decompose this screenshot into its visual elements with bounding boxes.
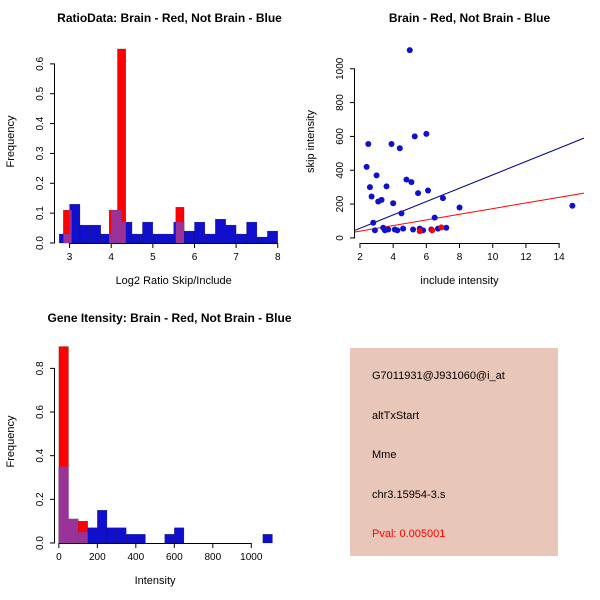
svg-text:0.6: 0.6 (35, 405, 46, 419)
svg-text:8: 8 (457, 252, 463, 263)
svg-text:400: 400 (335, 161, 346, 178)
svg-text:1000: 1000 (240, 552, 263, 563)
svg-text:0.3: 0.3 (35, 146, 46, 160)
svg-text:800: 800 (335, 94, 346, 111)
svg-text:0.2: 0.2 (35, 176, 46, 190)
gene-intensity-histogram: 0 200 400 600 800 1000 0.0 0.2 0.4 0.6 0.8 Gene Ite… (5, 311, 292, 587)
event-type: altTxStart (372, 409, 420, 422)
svg-text:0: 0 (335, 235, 346, 241)
svg-text:8: 8 (275, 252, 281, 263)
pvalue: Pval: 0.005001 (372, 528, 446, 540)
gene-symbol: Mme (372, 449, 397, 461)
svg-text:Gene Itensity: Brain - Red, No: Gene Itensity: Brain - Red, Not Brain - … (47, 311, 291, 325)
probe-id: G7011931@J931060@i_at (372, 370, 505, 382)
svg-text:400: 400 (127, 552, 144, 563)
svg-text:skip intensity: skip intensity (305, 110, 317, 173)
svg-text:3: 3 (67, 252, 73, 263)
svg-text:6: 6 (192, 252, 198, 263)
svg-text:include intensity: include intensity (420, 275, 499, 287)
svg-text:1000: 1000 (335, 57, 346, 80)
gene-info-panel: G7011931@J931060@i_at altTxStart Mme chr… (300, 300, 600, 600)
svg-text:600: 600 (335, 128, 346, 145)
svg-text:Brain - Red, Not Brain - Blue: Brain - Red, Not Brain - Blue (389, 11, 551, 25)
svg-text:5: 5 (150, 252, 156, 263)
svg-text:Frequency: Frequency (5, 415, 17, 467)
intensity-scatterplot: 2 4 6 8 10 12 14 0 200 400 600 800 1000 Brain - Red, … (305, 11, 585, 287)
chromosome-location: chr3.15954-3.s (372, 488, 446, 501)
svg-text:0.0: 0.0 (35, 536, 46, 550)
svg-text:2: 2 (357, 252, 363, 263)
svg-text:0.4: 0.4 (35, 116, 46, 130)
svg-text:0: 0 (56, 552, 62, 563)
svg-text:6: 6 (424, 252, 430, 263)
svg-text:200: 200 (89, 552, 106, 563)
svg-text:600: 600 (166, 552, 183, 563)
svg-text:12: 12 (520, 252, 532, 263)
svg-text:200: 200 (335, 195, 346, 212)
svg-text:10: 10 (487, 252, 499, 263)
svg-text:14: 14 (554, 252, 566, 263)
svg-text:0.1: 0.1 (35, 206, 46, 220)
svg-text:0.0: 0.0 (35, 236, 46, 250)
svg-text:7: 7 (233, 252, 239, 263)
svg-text:RatioData: Brain - Red, Not Br: RatioData: Brain - Red, Not Brain - Blue (57, 11, 282, 25)
svg-text:800: 800 (204, 552, 221, 563)
svg-text:4: 4 (108, 252, 114, 263)
svg-text:0.8: 0.8 (35, 361, 46, 375)
svg-text:0.2: 0.2 (35, 492, 46, 506)
svg-text:0.5: 0.5 (35, 86, 46, 100)
svg-text:0.6: 0.6 (35, 56, 46, 70)
svg-text:0.4: 0.4 (35, 448, 46, 462)
svg-text:Intensity: Intensity (135, 575, 176, 587)
gene-info-box: G7011931@J931060@i_at altTxStart Mme chr… (350, 348, 558, 556)
svg-text:4: 4 (390, 252, 396, 263)
ratio-histogram: 3 4 5 6 7 8 0.0 0.1 0.2 0.3 0.4 0.5 0.6 RatioData: Br… (5, 11, 282, 287)
svg-text:Log2 Ratio Skip/Include: Log2 Ratio Skip/Include (116, 275, 232, 287)
svg-text:Frequency: Frequency (5, 115, 17, 167)
